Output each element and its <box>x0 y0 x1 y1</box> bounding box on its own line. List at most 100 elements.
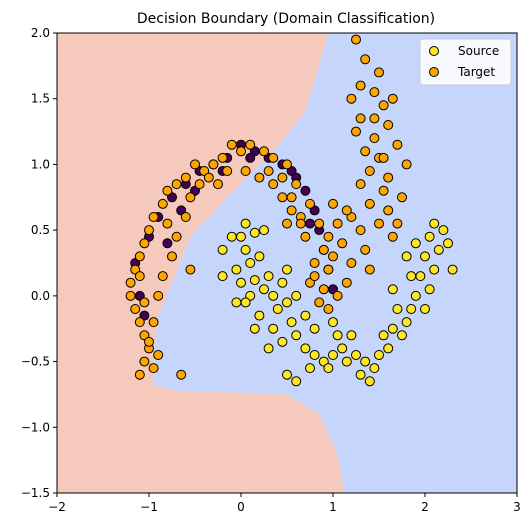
target-point <box>332 290 343 301</box>
target-point <box>148 363 159 374</box>
source-point <box>249 323 260 334</box>
source-point <box>374 350 384 360</box>
source-point <box>355 369 366 380</box>
y-tick-label: 1.5 <box>31 92 50 106</box>
y-tick-label: −1.5 <box>21 486 50 500</box>
target-point <box>392 218 403 229</box>
target-point <box>369 133 380 144</box>
source-point <box>387 323 398 334</box>
source-point <box>240 244 251 255</box>
legend: Source Target <box>419 38 512 86</box>
source-point <box>291 330 302 341</box>
source-point <box>346 330 357 341</box>
target-point <box>374 218 384 229</box>
source-point <box>364 376 375 387</box>
target-point <box>236 146 246 157</box>
source-point <box>383 343 394 354</box>
target-point <box>341 205 352 216</box>
target-point <box>355 179 366 190</box>
target-point <box>295 218 306 229</box>
target-point <box>171 179 182 190</box>
source-point <box>429 264 440 275</box>
target-point <box>194 179 205 190</box>
source-point <box>328 317 338 328</box>
source-point <box>259 225 269 236</box>
source-point <box>387 284 398 295</box>
x-tick-label: 0 <box>237 500 245 514</box>
target-point <box>328 251 338 262</box>
target-point <box>157 198 168 209</box>
source-point <box>378 330 389 341</box>
source-point <box>282 369 292 380</box>
source-point <box>240 218 251 229</box>
target-point <box>383 205 394 216</box>
source-point <box>263 271 274 282</box>
source-point <box>305 363 315 374</box>
chart-title: Decision Boundary (Domain Classification… <box>137 11 435 27</box>
target-markers <box>125 34 412 380</box>
source-point <box>277 277 288 288</box>
source-point <box>360 356 371 367</box>
source-point <box>231 297 242 308</box>
source-point <box>351 350 361 360</box>
legend-target-label: Target <box>457 65 495 79</box>
target-point <box>176 369 187 380</box>
source-point <box>420 304 430 314</box>
target-point <box>318 284 329 295</box>
target-point <box>277 172 288 183</box>
source-point <box>300 343 311 354</box>
target-point <box>268 152 279 163</box>
target-point <box>364 198 375 209</box>
x-tick-label: −2 <box>48 500 66 514</box>
source-point <box>272 304 283 314</box>
target-point <box>157 271 168 282</box>
hidden-target-point <box>305 218 315 229</box>
source-point <box>332 330 343 341</box>
y-tick-label: 2.0 <box>31 26 50 40</box>
target-point <box>305 198 315 209</box>
target-point <box>318 244 329 255</box>
target-point <box>387 231 398 242</box>
target-point <box>190 159 200 170</box>
source-point <box>300 310 311 321</box>
target-point <box>337 238 348 249</box>
x-tick-label: 3 <box>513 500 521 514</box>
target-point <box>222 166 233 176</box>
source-point <box>429 218 440 229</box>
target-point <box>360 244 371 255</box>
source-point <box>282 297 292 308</box>
y-tick-label: −1.0 <box>21 420 50 434</box>
target-point <box>286 192 297 203</box>
target-point <box>351 126 361 137</box>
source-point <box>447 264 458 275</box>
source-point <box>401 317 412 328</box>
target-point <box>378 152 389 163</box>
target-point <box>139 356 150 367</box>
y-tick-label: 0.5 <box>31 223 50 237</box>
source-point <box>392 304 403 314</box>
source-point <box>397 330 407 341</box>
target-point <box>148 212 159 222</box>
source-point <box>369 363 380 374</box>
target-point <box>314 218 325 229</box>
target-point <box>291 179 302 190</box>
target-point <box>171 231 182 242</box>
target-point <box>309 271 320 282</box>
target-point <box>374 67 384 78</box>
source-point <box>309 323 320 334</box>
target-point <box>162 218 173 229</box>
source-point <box>254 251 265 262</box>
source-point <box>217 271 228 282</box>
hidden-target-point <box>162 238 173 249</box>
target-point <box>139 297 150 308</box>
y-tick-label: 0.0 <box>31 289 50 303</box>
source-point <box>415 271 426 282</box>
source-point <box>277 336 288 347</box>
hidden-target-point <box>300 185 311 196</box>
source-point <box>259 284 269 295</box>
target-point <box>203 172 214 183</box>
target-point <box>125 290 136 301</box>
target-point <box>245 139 256 150</box>
y-tick-label: −0.5 <box>21 355 50 369</box>
